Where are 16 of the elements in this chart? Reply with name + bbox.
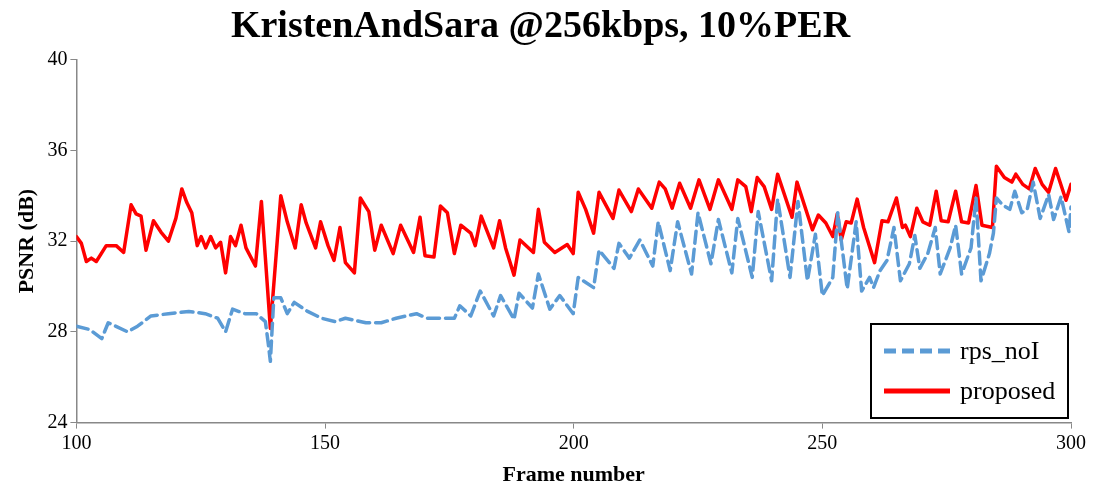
- x-axis-title: Frame number: [502, 461, 646, 487]
- y-tick-label: 36: [47, 137, 68, 160]
- x-tick-label: 150: [310, 430, 341, 453]
- legend-label: proposed: [960, 375, 1056, 406]
- y-tick-label: 40: [47, 46, 68, 69]
- y-axis-title: PSNR (dB): [12, 188, 38, 294]
- line-series: [76, 180, 1071, 364]
- y-tick-label: 24: [47, 409, 68, 432]
- x-tick-label: 250: [807, 430, 838, 453]
- x-tick-label: 300: [1056, 430, 1086, 453]
- x-tick-label: 100: [61, 430, 92, 453]
- y-tick-label: 28: [47, 319, 68, 342]
- y-tick-label: 32: [47, 228, 68, 251]
- legend-label: rps_noI: [960, 335, 1040, 366]
- x-tick-label: 200: [558, 430, 589, 453]
- chart-title: KristenAndSara @256kbps, 10%PER: [230, 2, 851, 45]
